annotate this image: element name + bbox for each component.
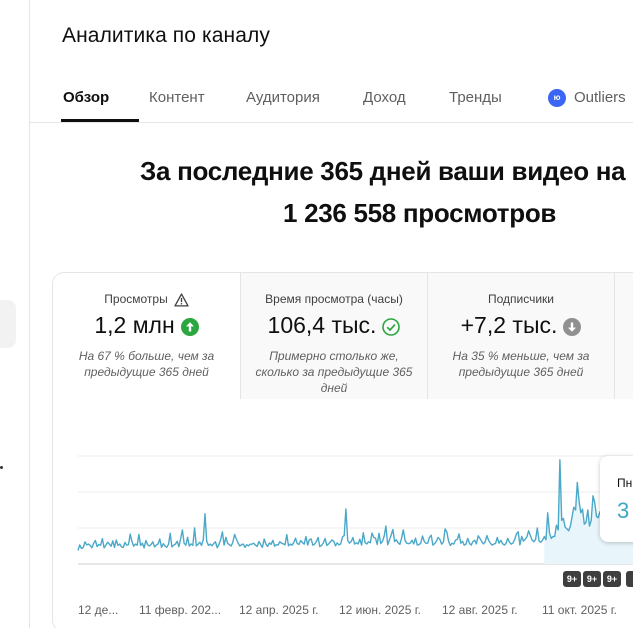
upload-marker-badge[interactable]: 9+ — [563, 571, 581, 587]
tab-content[interactable]: Контент — [149, 89, 205, 106]
metric-views-value: 1,2 млн — [53, 312, 240, 339]
tab-outliers[interactable]: ю Outliers — [548, 89, 626, 108]
metric-views-note: На 67 % больше, чем за предыдущие 365 дн… — [78, 349, 215, 379]
tab-outliers-label: Outliers — [574, 89, 626, 106]
upload-marker-badge[interactable]: 9+ — [603, 571, 621, 587]
tooltip-value: 3 — [617, 498, 630, 523]
metric-subscribers-note: На 35 % меньше, чем за предыдущие 365 дн… — [452, 349, 590, 379]
upload-marker-badge-partial[interactable] — [626, 571, 633, 587]
metric-watch-time-note: Примерно столько же, сколько за предыдущ… — [255, 349, 413, 395]
arrow-down-circle-icon — [563, 317, 582, 336]
x-axis-tick: 12 де... — [78, 603, 119, 617]
metric-subscribers-value: +7,2 тыс. — [428, 312, 614, 339]
x-axis-tick: 12 апр. 2025 г. — [239, 603, 319, 617]
metric-watch-time-label: Время просмотра (часы) — [265, 292, 403, 306]
active-tab-indicator — [61, 119, 139, 122]
rail-selected-item[interactable] — [0, 300, 16, 348]
rail-dot-icon — [0, 466, 3, 469]
warning-triangle-icon — [174, 293, 189, 307]
chart-tooltip: Пн 3 — [600, 456, 633, 542]
x-axis-tick: 11 окт. 2025 г. — [542, 603, 617, 617]
check-circle-icon — [382, 318, 401, 336]
metric-subscribers[interactable]: Подписчики +7,2 тыс. На 35 % меньше, чем… — [427, 273, 614, 399]
upload-marker-badge[interactable]: 9+ — [583, 571, 601, 587]
x-axis-tick: 11 февр. 202... — [139, 603, 222, 617]
tooltip-title: Пн — [617, 476, 633, 490]
tab-trends[interactable]: Тренды — [449, 89, 502, 106]
metric-next-partial[interactable] — [614, 273, 633, 399]
metric-views[interactable]: Просмотры 1,2 млн На 67 % больше, чем за… — [53, 273, 240, 399]
metric-subscribers-label: Подписчики — [487, 292, 554, 306]
x-axis-tick: 12 июн. 2025 г. — [339, 603, 421, 617]
metric-views-label: Просмотры — [53, 292, 240, 307]
arrow-up-circle-icon — [180, 317, 199, 336]
tab-overview[interactable]: Обзор — [63, 89, 110, 106]
summary-headline-line2: 1 236 558 просмотров — [283, 198, 557, 228]
x-axis-tick: 12 авг. 2025 г. — [442, 603, 518, 617]
page-title: Аналитика по каналу — [62, 24, 270, 47]
overview-card: Просмотры 1,2 млн На 67 % больше, чем за… — [52, 272, 633, 628]
outliers-extension-icon: ю — [548, 89, 566, 108]
metric-watch-time[interactable]: Время просмотра (часы) 106,4 тыс. Пример… — [240, 273, 427, 399]
tab-audience[interactable]: Аудитория — [246, 89, 320, 106]
metric-watch-time-value: 106,4 тыс. — [241, 312, 427, 339]
summary-headline-line1: За последние 365 дней ваши видео на — [140, 156, 626, 186]
left-navigation-rail — [0, 0, 30, 628]
analytics-tabs: Обзор Контент Аудитория Доход Тренды ю Ou… — [30, 76, 633, 123]
tab-revenue[interactable]: Доход — [363, 89, 406, 106]
